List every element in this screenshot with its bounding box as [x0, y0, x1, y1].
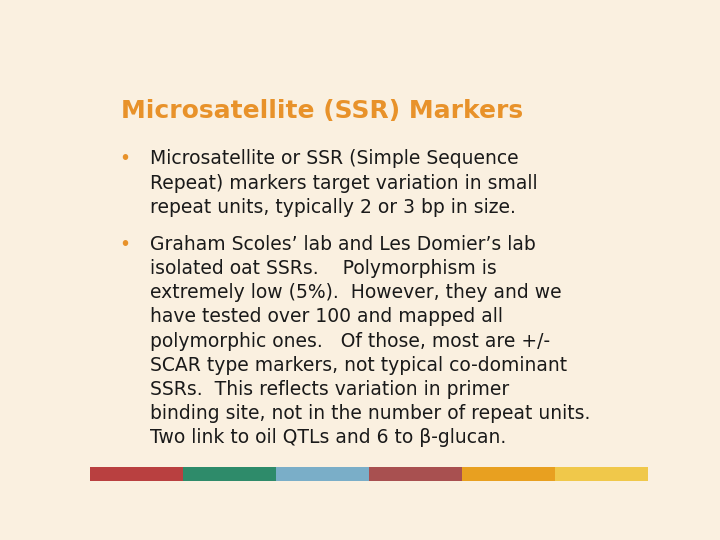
Text: •: • — [120, 235, 130, 254]
Text: SSRs.  This reflects variation in primer: SSRs. This reflects variation in primer — [150, 380, 510, 399]
Bar — [276, 467, 369, 481]
Text: Microsatellite or SSR (Simple Sequence: Microsatellite or SSR (Simple Sequence — [150, 150, 519, 168]
Text: have tested over 100 and mapped all: have tested over 100 and mapped all — [150, 307, 503, 327]
Text: SCAR type markers, not typical co-dominant: SCAR type markers, not typical co-domina… — [150, 356, 567, 375]
Bar — [462, 467, 555, 481]
Text: Graham Scoles’ lab and Les Domier’s lab: Graham Scoles’ lab and Les Domier’s lab — [150, 235, 536, 254]
Bar — [555, 467, 648, 481]
Bar — [90, 467, 183, 481]
Text: Two link to oil QTLs and 6 to β-glucan.: Two link to oil QTLs and 6 to β-glucan. — [150, 428, 507, 447]
Bar — [183, 467, 276, 481]
Bar — [369, 467, 462, 481]
Text: extremely low (5%).  However, they and we: extremely low (5%). However, they and we — [150, 284, 562, 302]
Text: isolated oat SSRs.    Polymorphism is: isolated oat SSRs. Polymorphism is — [150, 259, 498, 278]
Text: binding site, not in the number of repeat units.: binding site, not in the number of repea… — [150, 404, 591, 423]
Text: Microsatellite (SSR) Markers: Microsatellite (SSR) Markers — [121, 99, 523, 124]
Text: Repeat) markers target variation in small: Repeat) markers target variation in smal… — [150, 174, 538, 193]
Text: •: • — [120, 150, 130, 168]
Text: polymorphic ones.   Of those, most are +/-: polymorphic ones. Of those, most are +/- — [150, 332, 551, 350]
Text: repeat units, typically 2 or 3 bp in size.: repeat units, typically 2 or 3 bp in siz… — [150, 198, 516, 217]
